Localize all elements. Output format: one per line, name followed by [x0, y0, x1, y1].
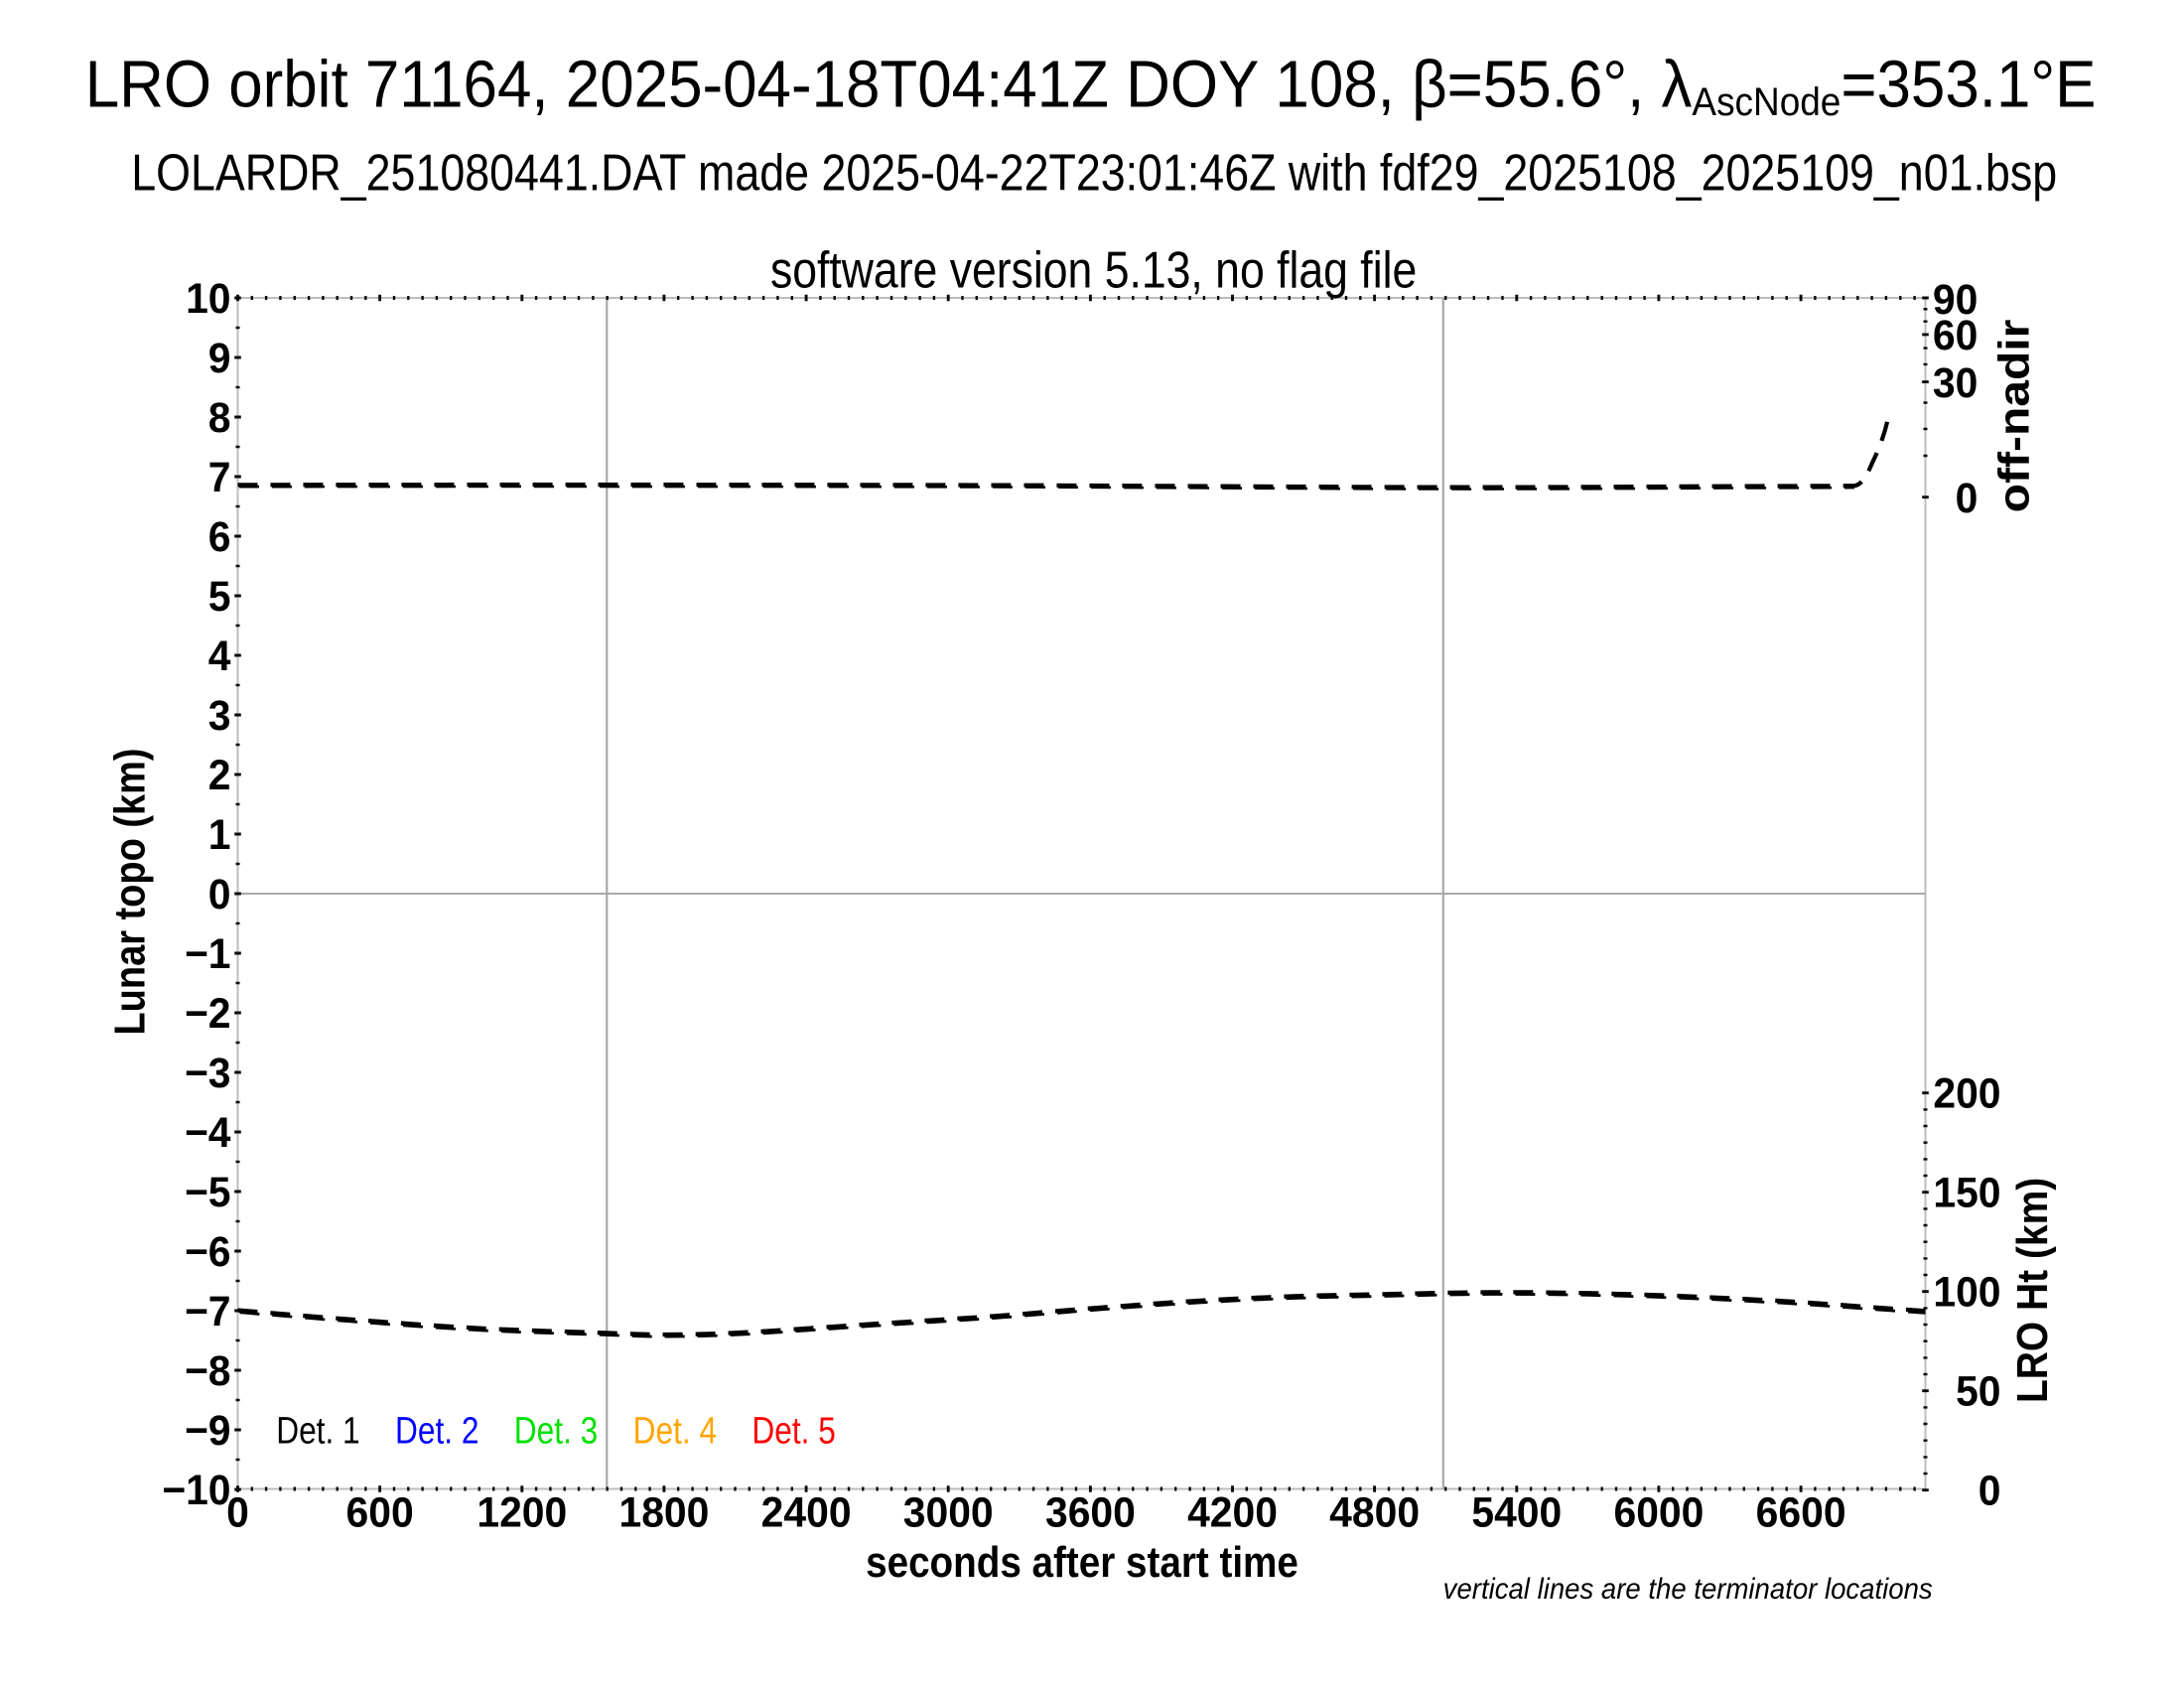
- svg-text:0: 0: [1956, 474, 1979, 521]
- svg-text:0: 0: [208, 870, 231, 917]
- svg-text:−4: −4: [185, 1108, 231, 1156]
- svg-text:−10: −10: [162, 1466, 230, 1513]
- svg-text:0: 0: [1979, 1467, 2001, 1514]
- svg-text:Det. 5: Det. 5: [751, 1410, 835, 1452]
- svg-text:6600: 6600: [1756, 1488, 1846, 1536]
- svg-text:90: 90: [1933, 275, 1978, 323]
- svg-text:3000: 3000: [903, 1488, 994, 1536]
- svg-text:50: 50: [1956, 1367, 2000, 1415]
- svg-text:Det. 4: Det. 4: [633, 1410, 717, 1452]
- svg-text:8: 8: [208, 393, 231, 441]
- svg-text:off-nadir: off-nadir: [1988, 320, 2038, 513]
- svg-text:0: 0: [226, 1488, 249, 1536]
- svg-text:software version 5.13, no flag: software version 5.13, no flag file: [770, 242, 1417, 300]
- svg-text:150: 150: [1933, 1169, 2000, 1216]
- svg-text:vertical lines are the termina: vertical lines are the terminator locati…: [1443, 1573, 1933, 1606]
- svg-text:1800: 1800: [618, 1488, 709, 1536]
- svg-text:7: 7: [208, 453, 231, 500]
- svg-text:seconds after start time: seconds after start time: [866, 1538, 1298, 1587]
- svg-text:30: 30: [1933, 358, 1978, 406]
- svg-text:2400: 2400: [761, 1488, 852, 1536]
- svg-text:9: 9: [208, 334, 231, 381]
- svg-text:Det. 1: Det. 1: [276, 1410, 359, 1452]
- svg-text:LOLARDR_251080441.DAT made 202: LOLARDR_251080441.DAT made 2025-04-22T23…: [131, 144, 2057, 202]
- svg-text:6000: 6000: [1613, 1488, 1704, 1536]
- svg-text:10: 10: [186, 274, 230, 322]
- svg-text:600: 600: [346, 1488, 414, 1536]
- svg-text:4: 4: [208, 632, 231, 679]
- svg-text:3600: 3600: [1045, 1488, 1136, 1536]
- svg-text:−7: −7: [185, 1287, 231, 1335]
- svg-text:LRO orbit 71164, 2025-04-18T04: LRO orbit 71164, 2025-04-18T04:41Z DOY 1…: [85, 47, 2097, 124]
- svg-text:Det. 2: Det. 2: [395, 1410, 478, 1452]
- svg-text:−2: −2: [185, 989, 231, 1037]
- svg-text:2: 2: [208, 751, 231, 798]
- svg-text:−3: −3: [185, 1049, 231, 1096]
- svg-text:6: 6: [208, 512, 231, 560]
- svg-text:−1: −1: [185, 929, 231, 977]
- svg-text:3: 3: [208, 691, 231, 739]
- svg-text:Lunar topo (km): Lunar topo (km): [105, 748, 154, 1035]
- svg-text:1200: 1200: [477, 1488, 567, 1536]
- svg-text:1: 1: [208, 810, 231, 858]
- svg-text:5400: 5400: [1471, 1488, 1562, 1536]
- svg-text:200: 200: [1933, 1069, 2000, 1117]
- svg-text:−5: −5: [185, 1168, 231, 1215]
- svg-text:4800: 4800: [1329, 1488, 1420, 1536]
- svg-text:−6: −6: [185, 1227, 231, 1275]
- svg-text:60: 60: [1933, 311, 1978, 358]
- svg-text:4200: 4200: [1187, 1488, 1278, 1536]
- svg-text:−9: −9: [185, 1406, 231, 1454]
- svg-text:−8: −8: [185, 1346, 231, 1394]
- svg-text:100: 100: [1933, 1268, 2000, 1316]
- svg-text:5: 5: [208, 572, 231, 620]
- svg-text:LRO Ht (km): LRO Ht (km): [2007, 1178, 2057, 1403]
- svg-text:Det. 3: Det. 3: [514, 1410, 598, 1452]
